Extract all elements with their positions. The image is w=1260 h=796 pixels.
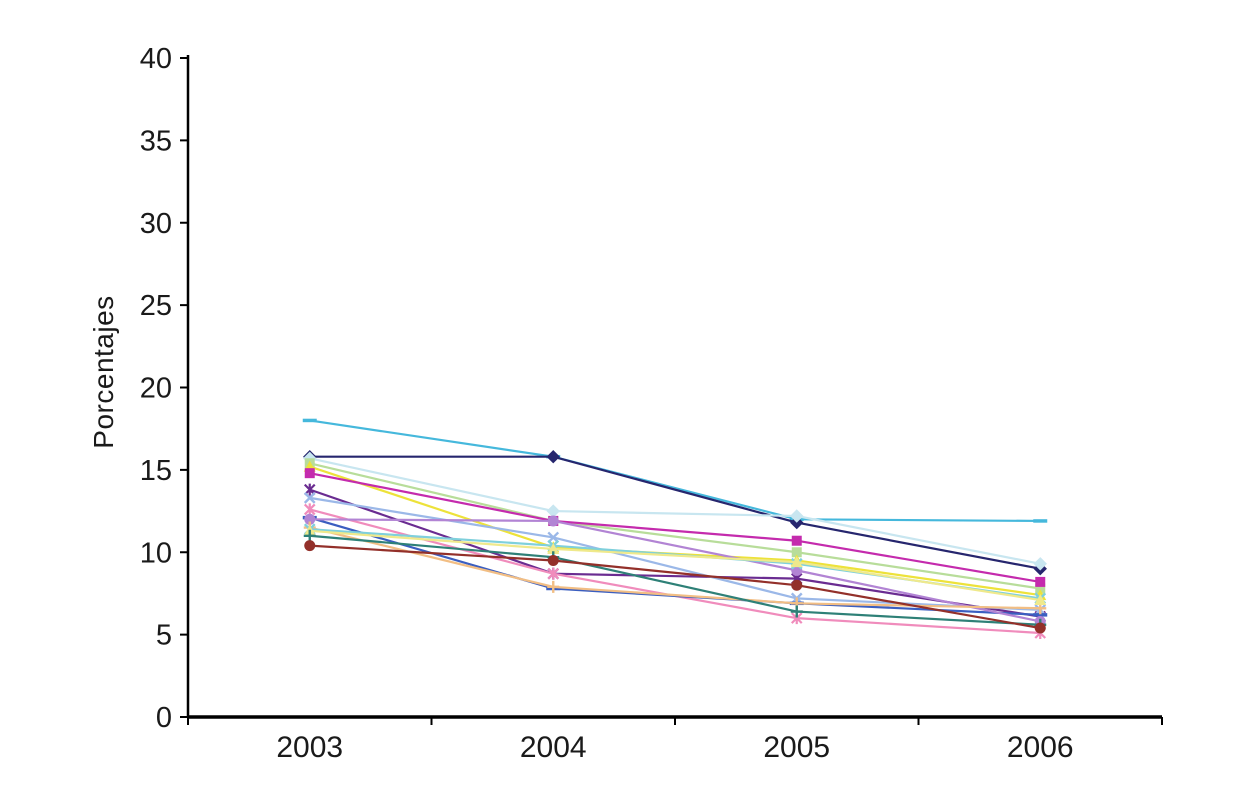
- series-line-magenta-square: [309, 472, 1041, 583]
- y-tick-label-0: 0: [156, 702, 172, 734]
- y-tick-label-10: 10: [140, 537, 172, 569]
- marker-triangle-pale-yellow-triangle: [790, 556, 803, 568]
- series-line-light-blue-x: [309, 496, 1041, 612]
- marker-diamond-pale-cyan-diamond: [1033, 557, 1047, 571]
- series-line-navy-diamond: [309, 455, 1041, 570]
- marker-circle-dark-red-circle: [304, 540, 316, 552]
- marker-square-magenta-square: [791, 535, 802, 546]
- marker-asterisk-pink-asterisk: [547, 567, 560, 580]
- series-line-teal-plus: [309, 534, 1041, 626]
- marker-triangle-pale-yellow-triangle: [547, 542, 560, 554]
- y-tick-label-40: 40: [140, 43, 172, 75]
- series-line-pale-cyan-diamond: [309, 457, 1041, 565]
- marker-square-pale-green-square: [791, 547, 802, 558]
- marker-circle-dark-red-circle: [791, 579, 803, 591]
- marker-circle-dark-red-circle: [1034, 622, 1046, 634]
- marker-square-magenta-square: [304, 468, 315, 479]
- series-line-lavender-circle: [309, 518, 1041, 623]
- marker-circle-lavender-circle: [547, 515, 559, 527]
- y-tick-label-30: 30: [140, 208, 172, 240]
- marker-square-pale-green-square: [1035, 583, 1046, 594]
- series-line-sky-blue-dash: [309, 419, 1041, 523]
- marker-circle-dark-red-circle: [547, 554, 559, 566]
- marker-plus-teal-plus: [303, 529, 316, 542]
- series-line-pale-yellow-triangle: [309, 529, 1041, 602]
- y-tick-label-5: 5: [156, 620, 172, 652]
- marker-diamond-navy-diamond: [546, 449, 560, 464]
- series-line-dark-red-circle: [309, 544, 1041, 630]
- marker-diamond-pale-cyan-diamond: [546, 504, 560, 518]
- marker-square-magenta-square: [1035, 576, 1046, 587]
- y-tick-label-20: 20: [140, 373, 172, 405]
- marker-plus-teal-plus: [790, 605, 803, 618]
- marker-x-light-blue-x: [303, 492, 316, 504]
- x-category-label-2003: 2003: [276, 731, 343, 764]
- marker-circle-lavender-circle: [304, 513, 316, 525]
- marker-asterisk-pink-asterisk: [303, 503, 316, 516]
- x-category-label-2006: 2006: [1007, 731, 1074, 764]
- y-tick-label-25: 25: [140, 290, 172, 322]
- marker-plus-tan-plus: [547, 580, 560, 593]
- marker-triangle-pale-yellow-triangle: [1034, 594, 1047, 606]
- series-line-pale-green-square: [309, 462, 1041, 590]
- marker-diamond-pale-cyan-diamond: [790, 509, 804, 523]
- y-tick-label-35: 35: [140, 125, 172, 157]
- y-tick-label-15: 15: [140, 455, 172, 487]
- series-line-purple-asterisk: [309, 488, 1041, 618]
- x-category-label-2004: 2004: [520, 731, 587, 764]
- x-category-label-2005: 2005: [763, 731, 830, 764]
